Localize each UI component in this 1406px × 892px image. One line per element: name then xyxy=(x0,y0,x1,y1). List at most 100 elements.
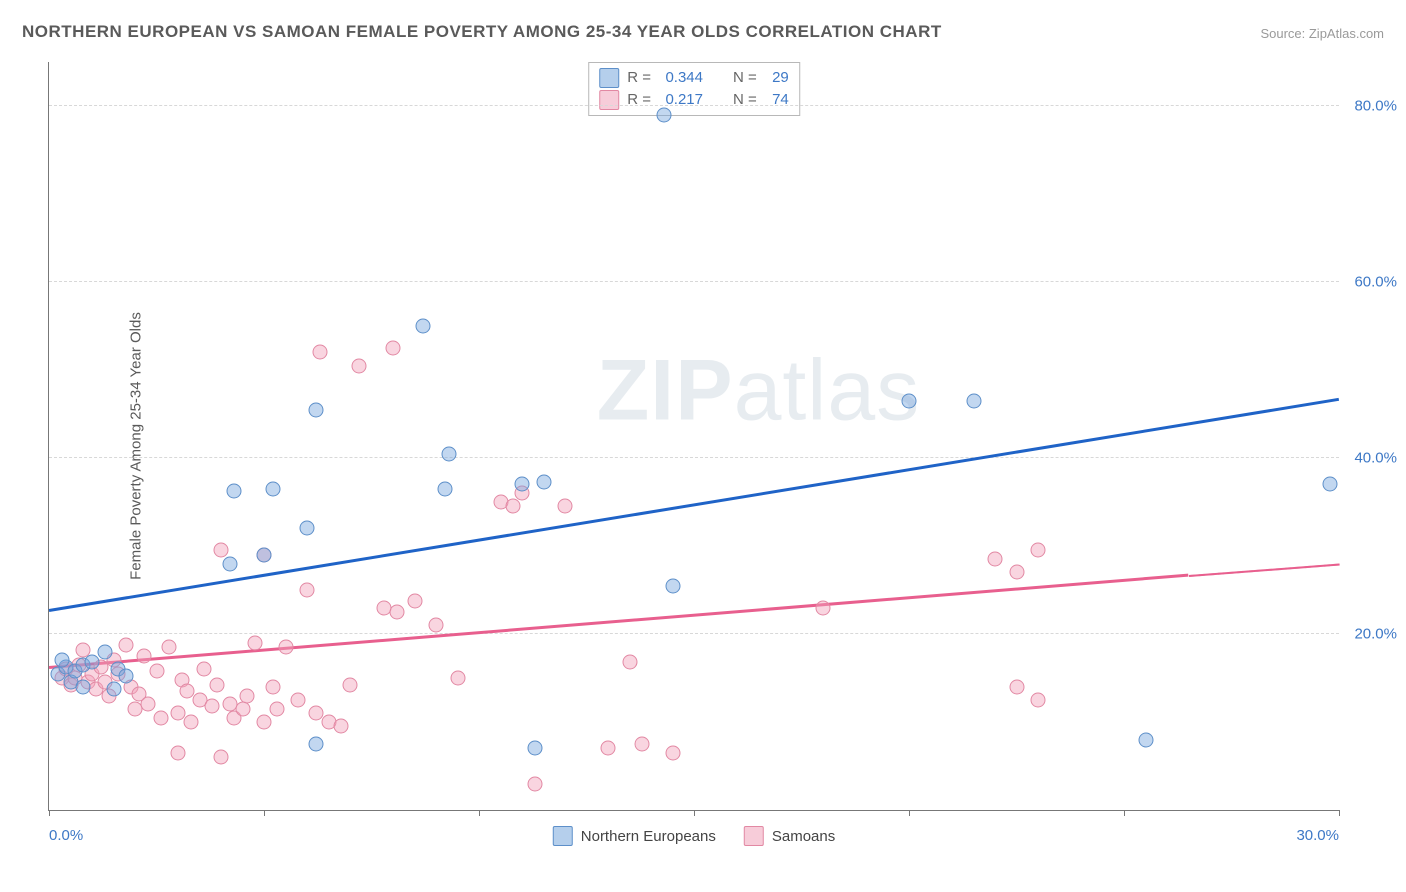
data-point xyxy=(257,547,272,562)
data-point xyxy=(351,358,366,373)
data-point xyxy=(278,640,293,655)
data-point xyxy=(300,521,315,536)
data-point xyxy=(601,741,616,756)
data-point xyxy=(196,662,211,677)
data-point xyxy=(1009,565,1024,580)
data-point xyxy=(183,715,198,730)
data-point xyxy=(76,679,91,694)
data-point xyxy=(450,671,465,686)
data-point xyxy=(1323,477,1338,492)
data-point xyxy=(291,693,306,708)
data-point xyxy=(85,655,100,670)
data-point xyxy=(416,319,431,334)
data-point xyxy=(308,737,323,752)
swatch-pink-icon xyxy=(744,826,764,846)
x-tick-label: 0.0% xyxy=(49,827,83,844)
data-point xyxy=(54,653,69,668)
data-point xyxy=(235,701,250,716)
data-point xyxy=(635,737,650,752)
data-point xyxy=(506,499,521,514)
y-tick-label: 80.0% xyxy=(1354,98,1397,115)
data-point xyxy=(222,556,237,571)
x-tick xyxy=(479,810,480,816)
data-point xyxy=(343,678,358,693)
watermark: ZIPatlas xyxy=(597,342,920,441)
data-point xyxy=(527,776,542,791)
data-point xyxy=(816,600,831,615)
watermark-light: atlas xyxy=(734,343,921,439)
source-label: Source: ZipAtlas.com xyxy=(1260,26,1384,41)
data-point xyxy=(171,745,186,760)
legend-label-blue: Northern Europeans xyxy=(581,828,716,845)
data-point xyxy=(106,681,121,696)
watermark-bold: ZIP xyxy=(597,343,734,439)
data-point xyxy=(153,710,168,725)
x-tick xyxy=(694,810,695,816)
chart-plot-area: ZIPatlas R = 0.344 N = 29 R = 0.217 N = … xyxy=(48,62,1339,811)
gridline xyxy=(49,457,1339,458)
r-label: R = xyxy=(627,89,651,111)
gridline xyxy=(49,105,1339,106)
r-label: R = xyxy=(627,67,651,89)
data-point xyxy=(536,474,551,489)
data-point xyxy=(312,345,327,360)
data-point xyxy=(248,635,263,650)
series-legend: Northern Europeans Samoans xyxy=(553,826,835,846)
y-tick-label: 20.0% xyxy=(1354,626,1397,643)
data-point xyxy=(1009,679,1024,694)
data-point xyxy=(119,637,134,652)
x-tick xyxy=(909,810,910,816)
data-point xyxy=(136,649,151,664)
data-point xyxy=(988,552,1003,567)
x-tick-label: 30.0% xyxy=(1296,827,1339,844)
data-point xyxy=(902,393,917,408)
data-point xyxy=(441,446,456,461)
trend-line xyxy=(49,574,1189,669)
x-tick xyxy=(49,810,50,816)
legend-label-pink: Samoans xyxy=(772,828,835,845)
data-point xyxy=(966,393,981,408)
legend-row-pink: R = 0.217 N = 74 xyxy=(599,89,789,111)
data-point xyxy=(515,477,530,492)
data-point xyxy=(205,699,220,714)
data-point xyxy=(239,688,254,703)
chart-title: NORTHERN EUROPEAN VS SAMOAN FEMALE POVER… xyxy=(22,22,942,42)
data-point xyxy=(265,481,280,496)
gridline xyxy=(49,633,1339,634)
data-point xyxy=(527,741,542,756)
data-point xyxy=(558,499,573,514)
data-point xyxy=(656,107,671,122)
data-point xyxy=(1031,693,1046,708)
data-point xyxy=(209,678,224,693)
data-point xyxy=(390,605,405,620)
data-point xyxy=(407,593,422,608)
x-tick xyxy=(1339,810,1340,816)
n-value-pink: 74 xyxy=(765,89,789,111)
legend-item-blue: Northern Europeans xyxy=(553,826,716,846)
data-point xyxy=(300,583,315,598)
n-label: N = xyxy=(733,89,757,111)
trend-line xyxy=(1188,563,1339,576)
n-value-blue: 29 xyxy=(765,67,789,89)
data-point xyxy=(665,745,680,760)
data-point xyxy=(119,669,134,684)
data-point xyxy=(1031,543,1046,558)
data-point xyxy=(269,701,284,716)
correlation-legend: R = 0.344 N = 29 R = 0.217 N = 74 xyxy=(588,62,800,116)
data-point xyxy=(140,697,155,712)
swatch-pink-icon xyxy=(599,90,619,110)
data-point xyxy=(265,679,280,694)
data-point xyxy=(334,719,349,734)
swatch-blue-icon xyxy=(553,826,573,846)
data-point xyxy=(1138,732,1153,747)
data-point xyxy=(665,578,680,593)
legend-item-pink: Samoans xyxy=(744,826,835,846)
data-point xyxy=(149,663,164,678)
legend-row-blue: R = 0.344 N = 29 xyxy=(599,67,789,89)
data-point xyxy=(437,481,452,496)
n-label: N = xyxy=(733,67,757,89)
data-point xyxy=(257,715,272,730)
data-point xyxy=(386,341,401,356)
x-tick xyxy=(264,810,265,816)
data-point xyxy=(226,483,241,498)
